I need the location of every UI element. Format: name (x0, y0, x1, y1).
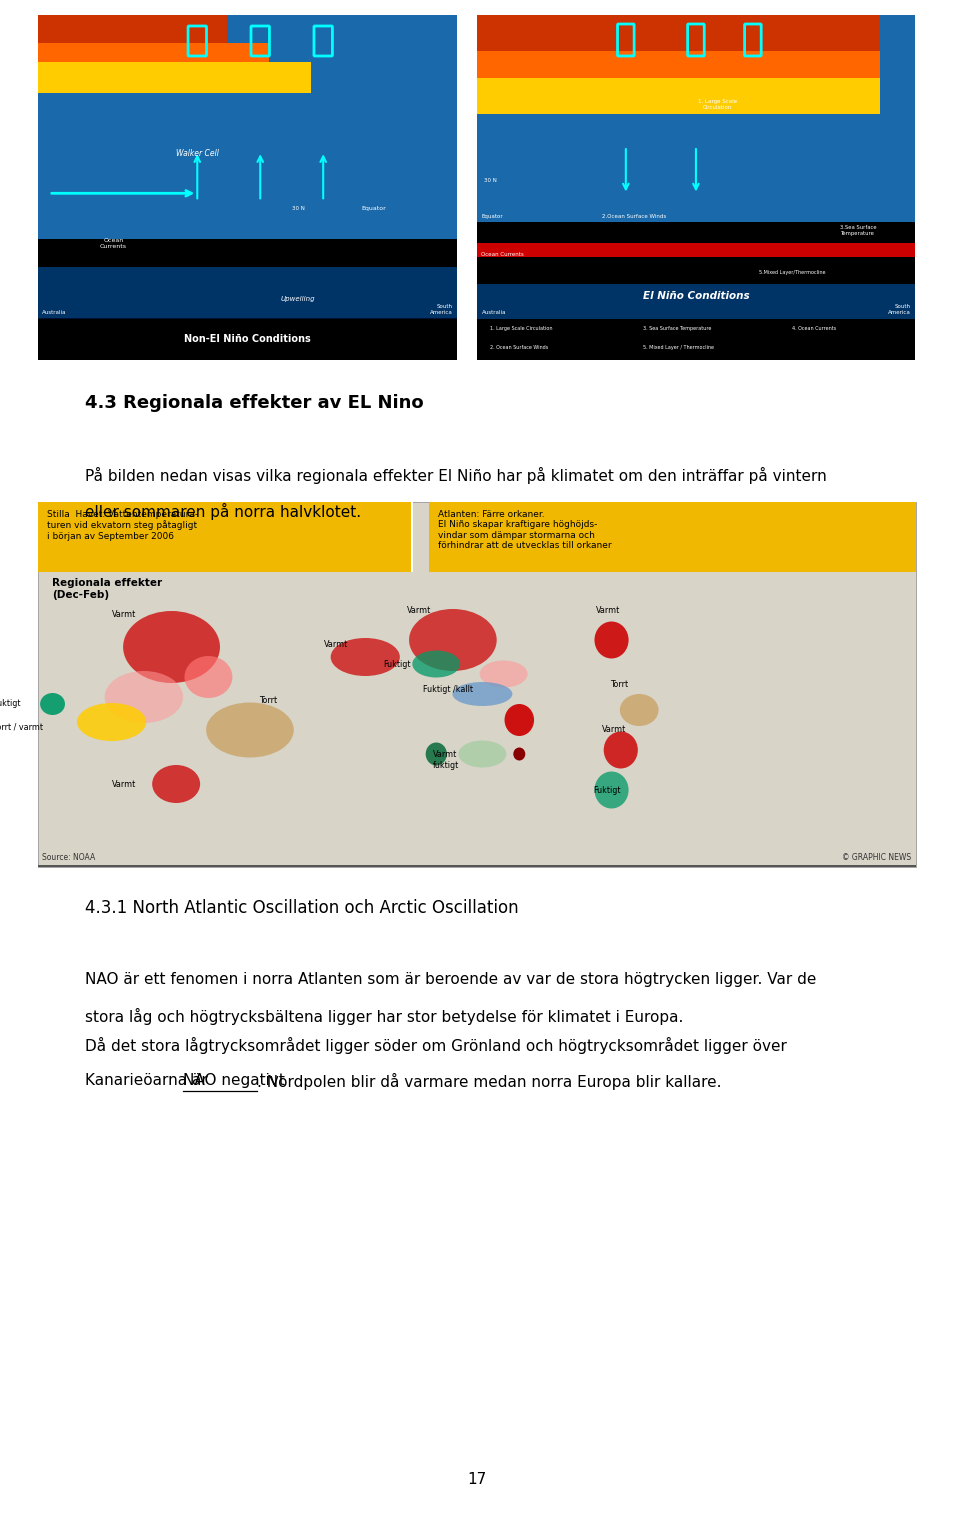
Ellipse shape (425, 743, 447, 766)
Text: South
America: South America (888, 304, 910, 315)
Bar (411, 502, 413, 572)
Bar (37, 15, 458, 361)
Text: stora låg och högtrycksbältena ligger har stor betydelse för klimatet i Europa.: stora låg och högtrycksbältena ligger ha… (84, 1008, 684, 1024)
Ellipse shape (206, 703, 294, 758)
Ellipse shape (40, 693, 65, 715)
Text: Equator: Equator (361, 205, 386, 210)
Text: 2.Ocean Surface Winds: 2.Ocean Surface Winds (603, 215, 667, 219)
Bar (477, 50, 880, 79)
Text: 2. Ocean Surface Winds: 2. Ocean Surface Winds (490, 345, 548, 350)
Ellipse shape (330, 638, 400, 676)
Text: eller sommaren på norra halvklotet.: eller sommaren på norra halvklotet. (84, 502, 361, 521)
Text: Ocean Currents: Ocean Currents (482, 253, 524, 257)
Bar (37, 502, 916, 868)
Bar (428, 502, 916, 572)
Bar (37, 15, 227, 44)
Bar (477, 285, 915, 361)
Bar (477, 330, 915, 361)
Bar (477, 15, 880, 53)
Bar (477, 78, 880, 114)
Bar (37, 318, 458, 361)
Text: Upwelling: Upwelling (280, 297, 315, 303)
Text: 5. Mixed Layer / Thermocline: 5. Mixed Layer / Thermocline (643, 345, 714, 350)
Text: 5.Mixed Layer/Thermocline: 5.Mixed Layer/Thermocline (759, 269, 826, 274)
Text: Stilla  Havet: Vattentemperatura-
turen vid ekvatorn steg påtagligt
i början av : Stilla Havet: Vattentemperatura- turen v… (47, 510, 198, 540)
Ellipse shape (123, 610, 220, 683)
Ellipse shape (514, 747, 525, 761)
Text: 4.3 Regionala effekter av EL Nino: 4.3 Regionala effekter av EL Nino (84, 394, 423, 412)
Bar (37, 864, 916, 868)
Bar (477, 15, 915, 361)
Text: Varmt: Varmt (596, 606, 620, 615)
Text: Atlanten: Färre orkaner.
El Niño skapar kraftigare höghöjds-
vindar som dämpar s: Atlanten: Färre orkaner. El Niño skapar … (438, 510, 612, 549)
Text: Varmt: Varmt (111, 609, 135, 618)
Ellipse shape (505, 705, 534, 737)
Text: 1. Large Scale Circulation: 1. Large Scale Circulation (490, 326, 553, 332)
Bar (477, 244, 915, 257)
Text: Varmt: Varmt (324, 639, 348, 648)
Text: © GRAPHIC NEWS: © GRAPHIC NEWS (842, 852, 911, 861)
Text: Fuktigt: Fuktigt (384, 659, 411, 668)
Ellipse shape (184, 656, 232, 699)
Text: 4. Ocean Currents: 4. Ocean Currents (792, 326, 836, 332)
Ellipse shape (594, 772, 629, 808)
Text: 30 N: 30 N (292, 205, 304, 210)
Text: Varmt: Varmt (407, 606, 431, 615)
Text: Varmt
fuktigt: Varmt fuktigt (433, 750, 459, 770)
Text: . Nordpolen blir då varmare medan norra Europa blir kallare.: . Nordpolen blir då varmare medan norra … (256, 1073, 721, 1090)
Text: Kanarieöarna är: Kanarieöarna är (84, 1073, 212, 1088)
Text: Walker Cell: Walker Cell (176, 149, 219, 157)
Bar (477, 15, 915, 222)
Ellipse shape (620, 694, 659, 726)
Bar (477, 318, 915, 361)
Text: 4.3.1 North Atlantic Oscillation och Arctic Oscillation: 4.3.1 North Atlantic Oscillation och Arc… (84, 900, 518, 916)
Ellipse shape (452, 682, 513, 706)
Text: Fuktigt /kallt: Fuktigt /kallt (423, 685, 473, 694)
Ellipse shape (412, 650, 460, 677)
Text: NAO negativt: NAO negativt (183, 1073, 285, 1088)
Text: Source: NOAA: Source: NOAA (42, 852, 96, 861)
Text: 1. Large Scale
Circulation: 1. Large Scale Circulation (698, 99, 737, 110)
Text: 30 N: 30 N (484, 178, 497, 183)
Text: NAO är ett fenomen i norra Atlanten som är beroende av var de stora högtrycken l: NAO är ett fenomen i norra Atlanten som … (84, 973, 816, 986)
Text: På bilden nedan visas vilka regionala effekter El Niño har på klimatet om den in: På bilden nedan visas vilka regionala ef… (84, 467, 827, 484)
Text: El Niño Conditions: El Niño Conditions (642, 291, 749, 301)
Bar (37, 15, 458, 239)
Text: Torrt / varmt: Torrt / varmt (0, 723, 43, 732)
Text: 3. Sea Surface Temperature: 3. Sea Surface Temperature (643, 326, 711, 332)
Text: Då det stora lågtrycksområdet ligger söder om Grönland och högtrycksområdet ligg: Då det stora lågtrycksområdet ligger söd… (84, 1036, 786, 1055)
Ellipse shape (409, 609, 496, 671)
Text: 17: 17 (468, 1472, 487, 1487)
Text: Torrt: Torrt (610, 679, 628, 688)
Bar (37, 62, 311, 93)
Ellipse shape (594, 621, 629, 659)
Bar (37, 43, 269, 64)
Text: Regionala effekter
(Dec-Feb): Regionala effekter (Dec-Feb) (52, 578, 161, 600)
Text: Torrt: Torrt (259, 696, 277, 705)
Bar (37, 502, 411, 572)
Text: Varmt: Varmt (602, 726, 627, 735)
Text: Australia: Australia (482, 309, 506, 315)
Bar (37, 318, 458, 361)
Text: Australia: Australia (42, 309, 67, 315)
Ellipse shape (153, 766, 200, 804)
Text: 3.Sea Surface
Temperature: 3.Sea Surface Temperature (840, 225, 876, 236)
Bar (37, 266, 458, 361)
Text: Fuktigt: Fuktigt (593, 785, 620, 794)
Ellipse shape (77, 703, 146, 741)
Text: Fuktigt: Fuktigt (0, 700, 21, 709)
Text: Equator: Equator (482, 215, 503, 219)
Ellipse shape (480, 661, 528, 688)
Text: Ocean
Currents: Ocean Currents (100, 237, 127, 250)
Ellipse shape (604, 732, 637, 769)
Text: Varmt: Varmt (111, 779, 135, 788)
Ellipse shape (105, 671, 183, 723)
Ellipse shape (459, 741, 506, 767)
Text: South
America: South America (430, 304, 453, 315)
Text: Non-El Niño Conditions: Non-El Niño Conditions (184, 335, 311, 344)
